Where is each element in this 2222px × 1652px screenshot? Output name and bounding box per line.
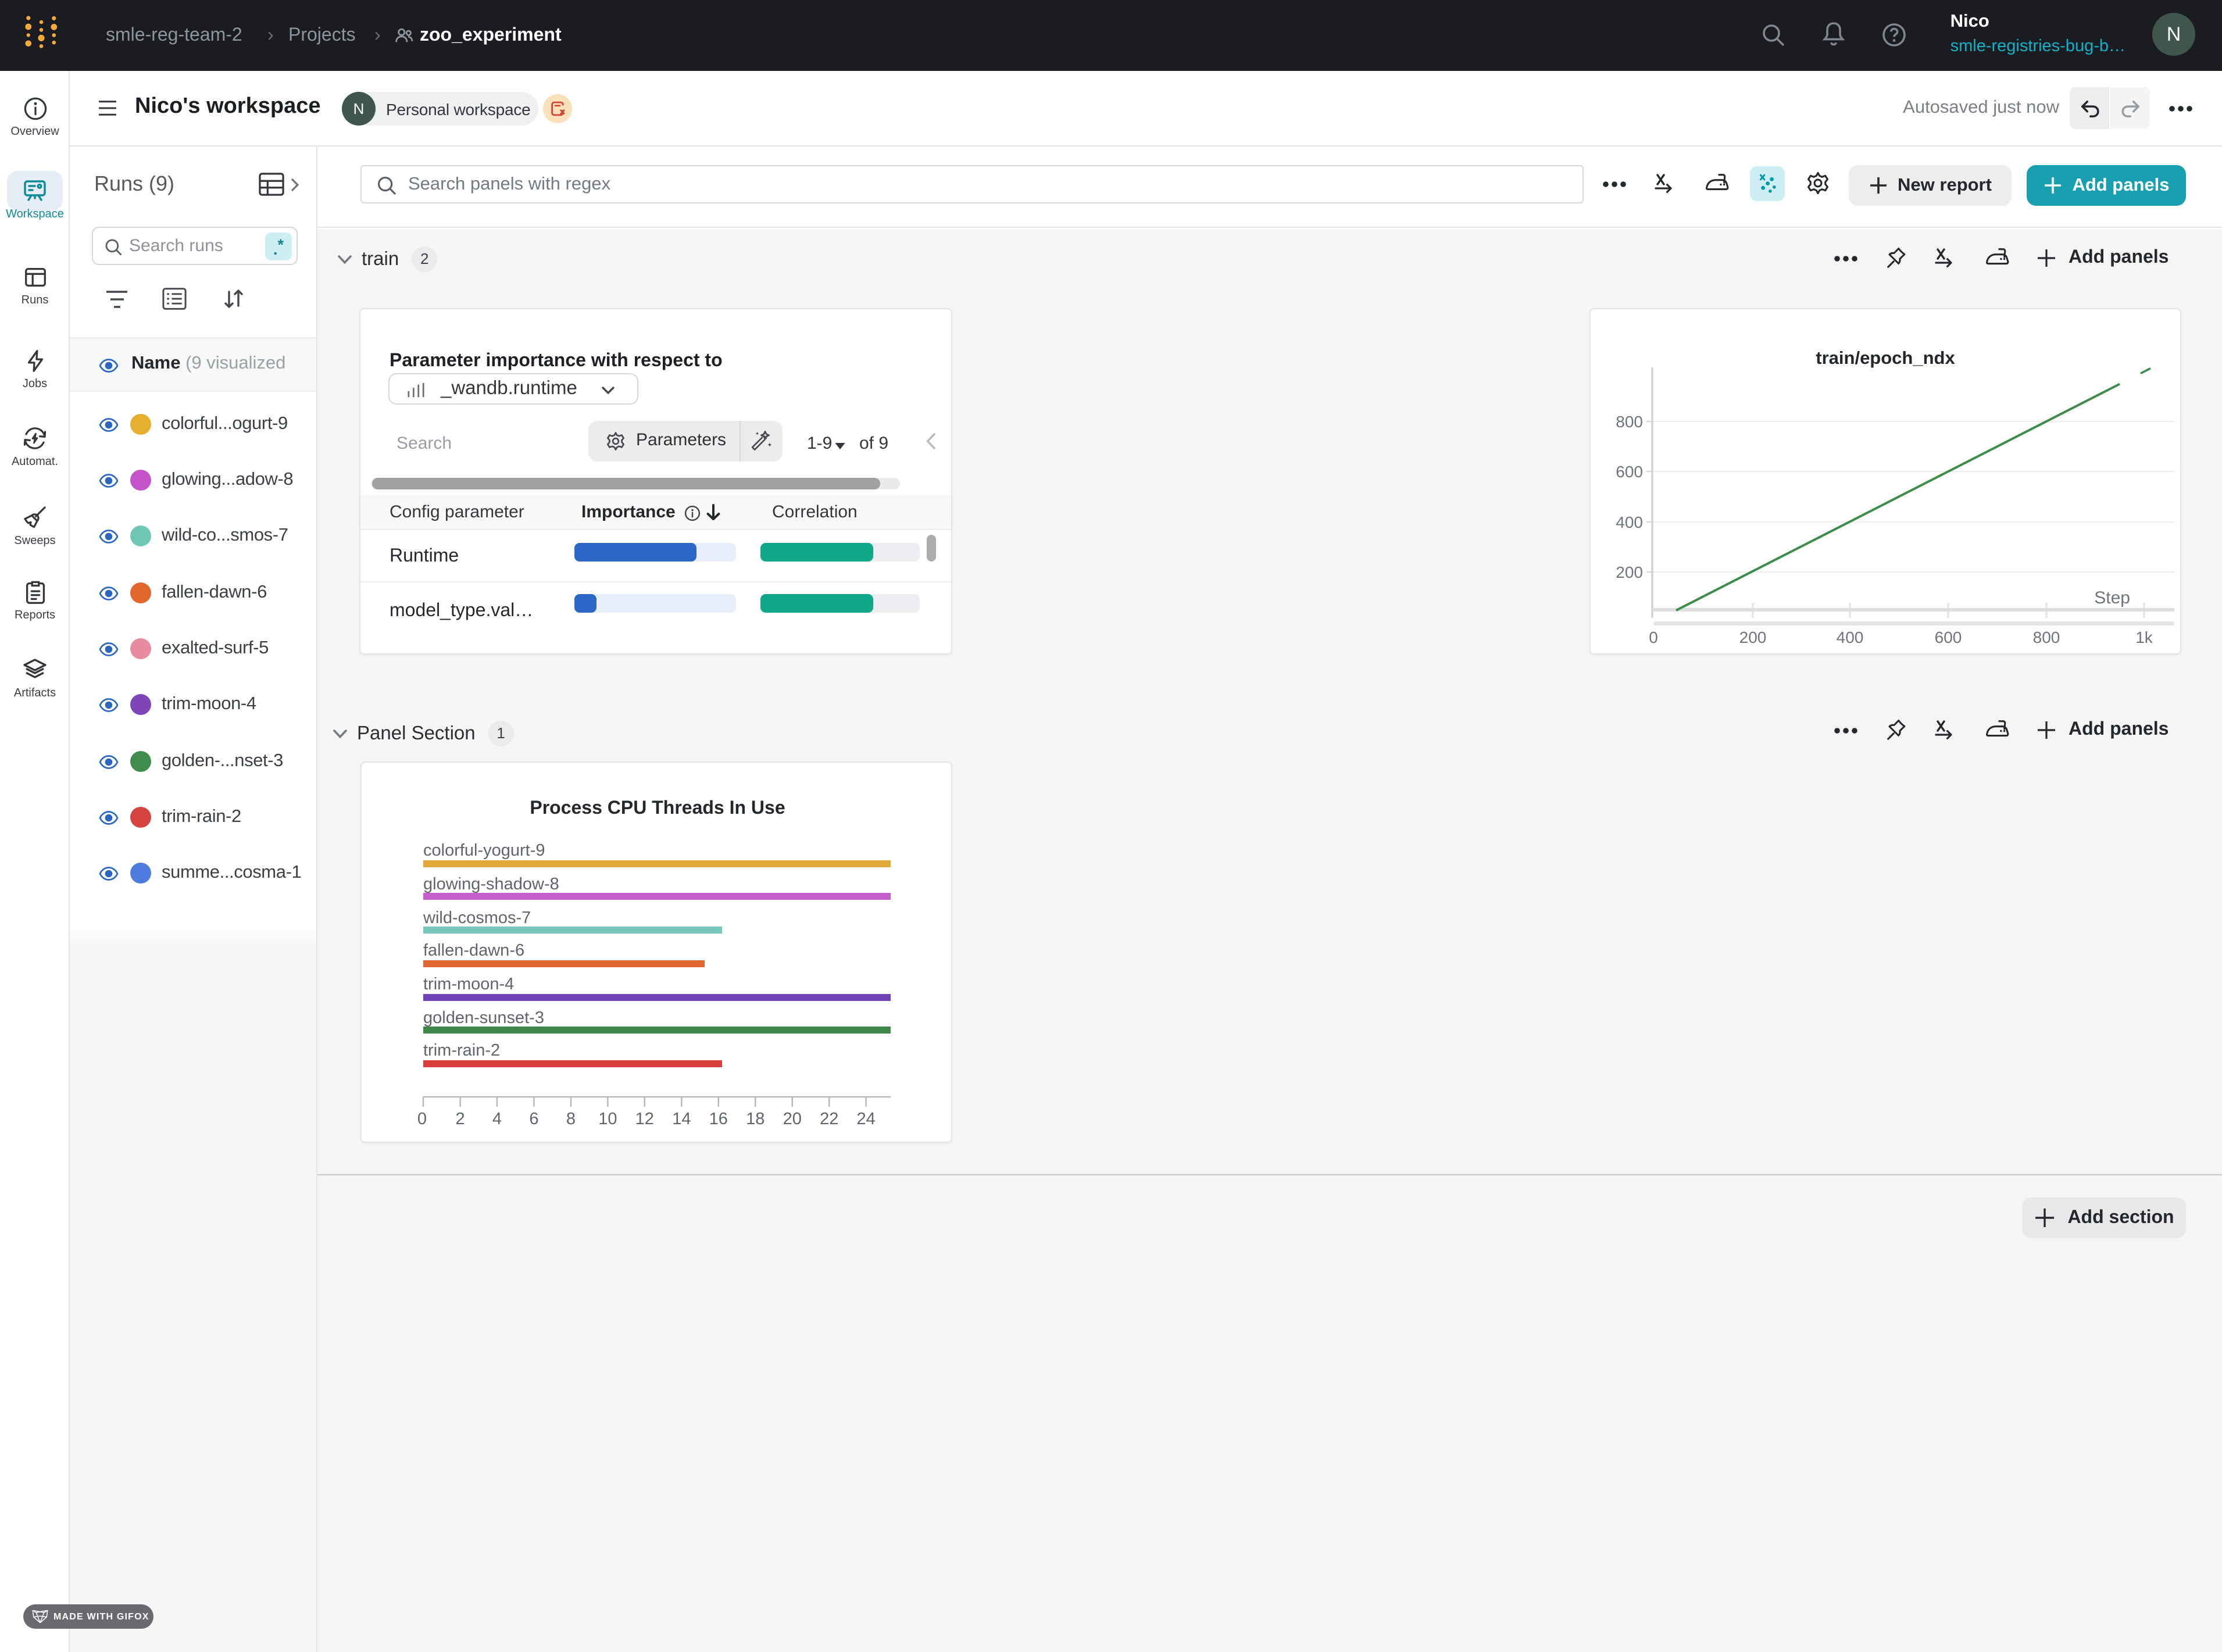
svg-text:200: 200 xyxy=(1616,563,1643,581)
svg-text:16: 16 xyxy=(709,1110,728,1128)
svg-text:600: 600 xyxy=(1935,628,1962,646)
svg-text:1k: 1k xyxy=(2135,628,2153,646)
svg-text:400: 400 xyxy=(1837,628,1864,646)
svg-text:14: 14 xyxy=(672,1110,691,1128)
svg-text:24: 24 xyxy=(856,1110,875,1128)
svg-text:22: 22 xyxy=(820,1110,838,1128)
svg-text:600: 600 xyxy=(1616,463,1643,481)
svg-text:12: 12 xyxy=(635,1110,654,1128)
svg-text:400: 400 xyxy=(1616,513,1643,531)
svg-text:6: 6 xyxy=(529,1110,538,1128)
svg-text:800: 800 xyxy=(2033,628,2060,646)
svg-text:Step: Step xyxy=(2094,588,2130,607)
svg-text:2: 2 xyxy=(456,1110,465,1128)
svg-text:4: 4 xyxy=(492,1110,502,1128)
svg-text:18: 18 xyxy=(746,1110,765,1128)
svg-text:800: 800 xyxy=(1616,413,1643,431)
svg-text:20: 20 xyxy=(783,1110,802,1128)
svg-text:10: 10 xyxy=(598,1110,617,1128)
svg-text:0: 0 xyxy=(417,1110,427,1128)
svg-text:8: 8 xyxy=(566,1110,576,1128)
svg-text:0: 0 xyxy=(1649,628,1658,646)
svg-text:200: 200 xyxy=(1739,628,1767,646)
